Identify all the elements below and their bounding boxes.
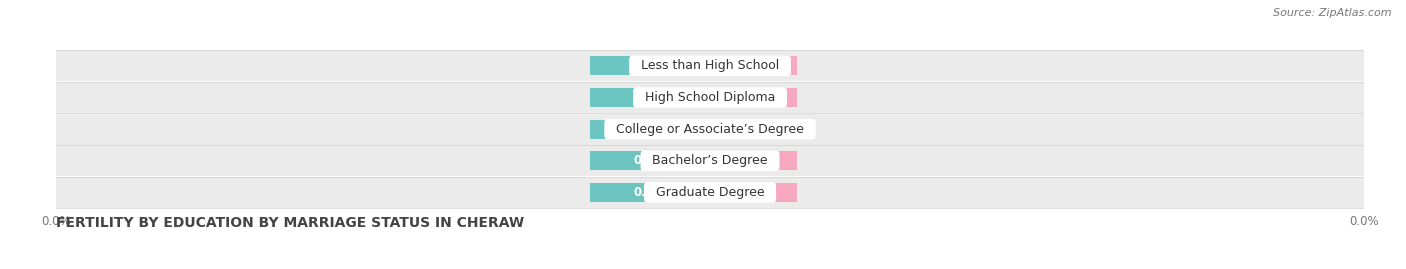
Text: 0.0%: 0.0% xyxy=(737,154,770,167)
Bar xyxy=(56,114,1364,145)
Text: College or Associate’s Degree: College or Associate’s Degree xyxy=(607,123,813,136)
Text: 0.0%: 0.0% xyxy=(634,59,666,72)
Bar xyxy=(56,82,1364,113)
Bar xyxy=(710,151,797,170)
Text: 0.0%: 0.0% xyxy=(634,186,666,199)
Text: FERTILITY BY EDUCATION BY MARRIAGE STATUS IN CHERAW: FERTILITY BY EDUCATION BY MARRIAGE STATU… xyxy=(56,216,524,230)
Bar xyxy=(710,120,797,139)
Text: Graduate Degree: Graduate Degree xyxy=(648,186,772,199)
Bar xyxy=(710,88,797,107)
Text: High School Diploma: High School Diploma xyxy=(637,91,783,104)
Text: 0.0%: 0.0% xyxy=(737,91,770,104)
Bar xyxy=(591,88,710,107)
Bar xyxy=(591,120,710,139)
Bar xyxy=(591,56,710,75)
Text: Source: ZipAtlas.com: Source: ZipAtlas.com xyxy=(1274,8,1392,18)
Text: 0.0%: 0.0% xyxy=(737,59,770,72)
Bar xyxy=(56,145,1364,176)
Bar xyxy=(591,183,710,202)
Text: Bachelor’s Degree: Bachelor’s Degree xyxy=(644,154,776,167)
Bar xyxy=(591,151,710,170)
Bar xyxy=(710,183,797,202)
Text: Less than High School: Less than High School xyxy=(633,59,787,72)
Bar xyxy=(56,177,1364,208)
Text: 0.0%: 0.0% xyxy=(634,154,666,167)
Text: 0.0%: 0.0% xyxy=(634,123,666,136)
Text: 0.0%: 0.0% xyxy=(634,91,666,104)
Text: 0.0%: 0.0% xyxy=(737,186,770,199)
Bar xyxy=(710,56,797,75)
Bar xyxy=(56,50,1364,81)
Text: 0.0%: 0.0% xyxy=(737,123,770,136)
